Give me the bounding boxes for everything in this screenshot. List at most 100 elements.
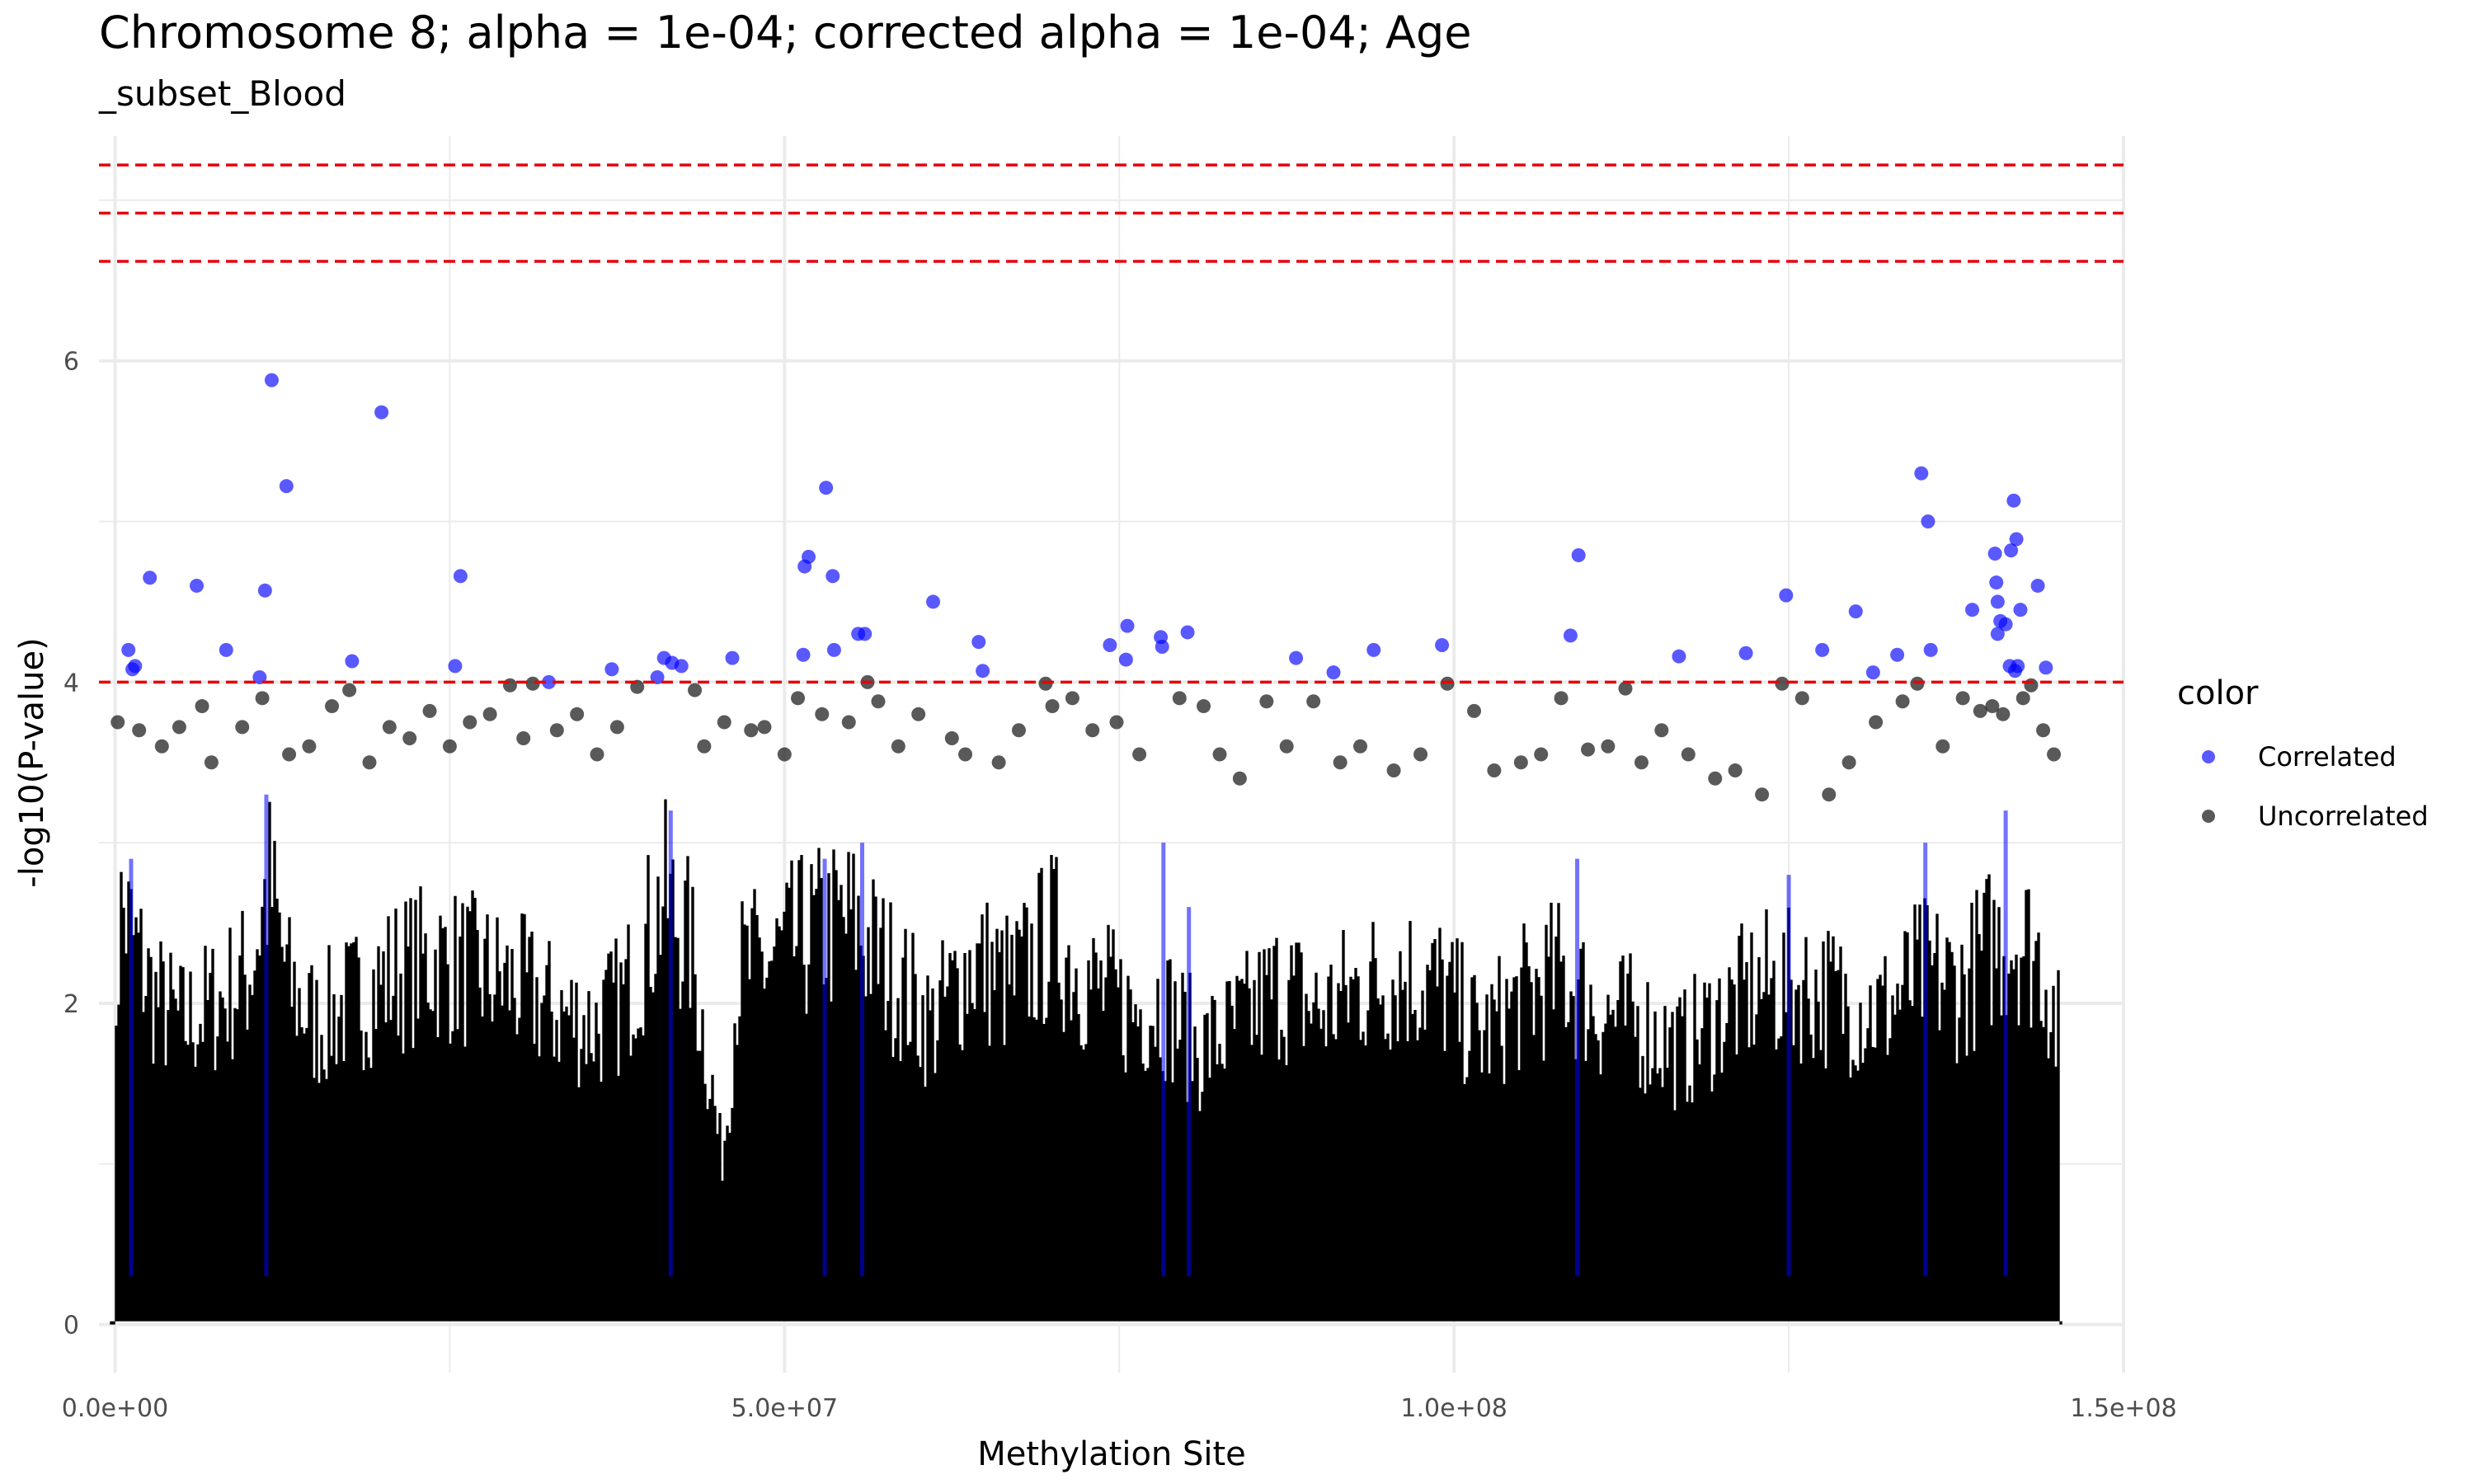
legend-swatch-correlated — [2202, 750, 2215, 763]
correlated-point — [1998, 617, 2013, 632]
uncorrelated-point — [2015, 691, 2030, 706]
uncorrelated-point — [1172, 691, 1187, 706]
uncorrelated-point — [525, 676, 540, 691]
correlated-point — [1738, 646, 1753, 660]
uncorrelated-point — [402, 731, 417, 746]
correlated-point — [1921, 514, 1935, 529]
uncorrelated-point — [757, 720, 772, 735]
uncorrelated-point — [1841, 755, 1856, 770]
uncorrelated-point — [777, 747, 792, 762]
uncorrelated-point — [1440, 676, 1455, 691]
correlated-point — [1890, 647, 1905, 662]
correlated-point — [2011, 659, 2025, 674]
uncorrelated-point — [1955, 691, 1970, 706]
uncorrelated-point — [1985, 699, 2000, 714]
uncorrelated-point — [1996, 707, 2011, 721]
correlated-point — [1120, 618, 1135, 633]
uncorrelated-point — [891, 739, 905, 754]
y-tick-label: 2 — [63, 990, 79, 1019]
uncorrelated-point — [442, 739, 457, 754]
uncorrelated-point — [195, 699, 209, 714]
uncorrelated-point — [1038, 676, 1053, 691]
uncorrelated-point — [342, 683, 357, 697]
uncorrelated-point — [958, 747, 973, 762]
uncorrelated-point — [944, 731, 959, 746]
correlated-point — [1326, 665, 1341, 680]
threshold-lines — [99, 163, 2124, 684]
uncorrelated-point — [590, 747, 604, 762]
uncorrelated-point — [1065, 691, 1079, 706]
axis-ticks: 0 2 4 6 0.0e+00 5.0e+07 1.0e+08 1.5e+08 — [62, 348, 2177, 1423]
correlated-point — [1155, 639, 1169, 654]
correlated-point — [1118, 652, 1133, 667]
correlated-point — [1779, 588, 1794, 603]
y-tick-label: 4 — [63, 669, 79, 697]
uncorrelated-point — [1618, 681, 1633, 696]
correlated-point — [1571, 547, 1586, 562]
correlated-point — [725, 650, 740, 665]
uncorrelated-point — [516, 731, 531, 746]
chart-subtitle: _subset_Blood — [98, 73, 346, 114]
uncorrelated-point — [1413, 747, 1428, 762]
uncorrelated-point — [549, 723, 564, 738]
uncorrelated-point — [502, 678, 517, 693]
uncorrelated-point — [1212, 747, 1227, 762]
correlated-point — [128, 659, 143, 674]
correlated-point — [1923, 642, 1938, 657]
uncorrelated-point — [1513, 755, 1528, 770]
correlated-point — [542, 674, 557, 689]
legend-title: color — [2177, 674, 2259, 712]
uncorrelated-point — [1011, 723, 1026, 738]
uncorrelated-point — [1353, 739, 1368, 754]
x-tick-label: 0.0e+00 — [62, 1394, 168, 1423]
uncorrelated-point — [1973, 703, 1987, 718]
correlated-point — [1672, 649, 1686, 664]
correlated-point — [1563, 628, 1578, 643]
correlated-point — [1815, 642, 1830, 657]
scatter-points — [111, 373, 2062, 1277]
correlated-point — [2030, 578, 2045, 593]
uncorrelated-point — [1794, 691, 1809, 706]
uncorrelated-point — [1654, 723, 1669, 738]
uncorrelated-point — [1634, 755, 1649, 770]
uncorrelated-point — [1581, 742, 1596, 757]
correlated-point — [976, 664, 990, 679]
uncorrelated-point — [1487, 763, 1502, 777]
legend-label-uncorrelated: Uncorrelated — [2258, 801, 2429, 832]
correlated-point — [1435, 638, 1450, 653]
x-axis-title: Methylation Site — [977, 1435, 1246, 1473]
correlated-point — [1914, 466, 1929, 481]
uncorrelated-point — [1895, 694, 1910, 709]
correlated-point — [796, 647, 811, 662]
x-tick-label: 1.0e+08 — [1400, 1394, 1507, 1423]
uncorrelated-point — [2047, 747, 2062, 762]
correlated-point — [2013, 603, 2028, 618]
correlated-point — [448, 659, 463, 674]
uncorrelated-point — [1728, 763, 1743, 777]
correlated-point — [1990, 594, 2005, 609]
correlated-point — [345, 654, 360, 669]
uncorrelated-point — [688, 683, 703, 697]
uncorrelated-point — [282, 747, 297, 762]
uncorrelated-point — [362, 755, 377, 770]
uncorrelated-point — [382, 720, 397, 735]
uncorrelated-point — [815, 707, 830, 721]
correlated-point — [1987, 546, 2002, 561]
uncorrelated-point — [570, 707, 585, 721]
correlated-point — [802, 549, 816, 564]
y-tick-label: 0 — [63, 1312, 79, 1341]
correlated-point — [219, 642, 233, 657]
correlated-point — [190, 578, 205, 593]
uncorrelated-point — [204, 755, 219, 770]
uncorrelated-point — [154, 739, 169, 754]
uncorrelated-point — [791, 691, 806, 706]
uncorrelated-point — [744, 723, 759, 738]
correlated-point — [453, 569, 468, 584]
correlated-point — [826, 642, 841, 657]
uncorrelated-point — [841, 715, 856, 730]
chart-title: Chromosome 8; alpha = 1e-04; corrected a… — [99, 7, 1471, 59]
correlated-point — [1103, 638, 1117, 653]
uncorrelated-point — [1085, 723, 1100, 738]
uncorrelated-point — [1132, 747, 1147, 762]
